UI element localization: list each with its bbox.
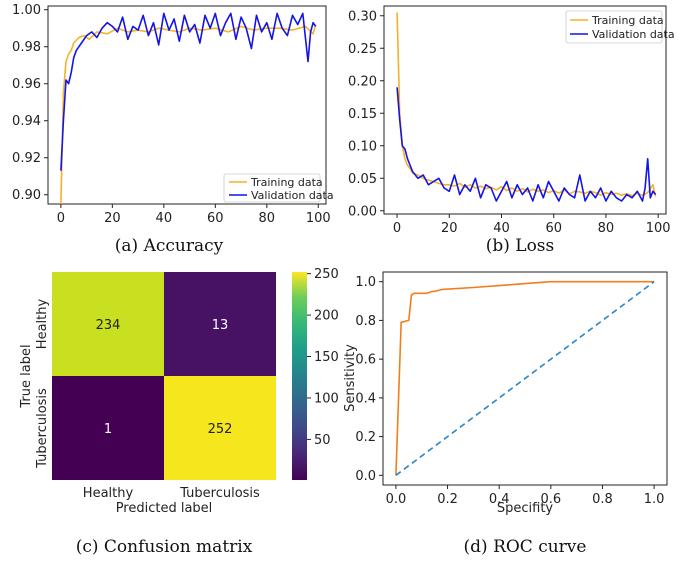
confusion-colorbar [292, 272, 307, 480]
accuracy-ytick-label: 0.96 [12, 77, 41, 92]
loss-xtick-label: 40 [493, 221, 510, 236]
accuracy-ytick-label: 0.90 [12, 188, 41, 203]
accuracy-x-ticks: 0 20 40 60 80 100 [57, 204, 331, 226]
confusion-value-11: 252 [208, 422, 233, 437]
confusion-cell-healthy-healthy [52, 272, 164, 376]
confusion-caption: (c) Confusion matrix [76, 537, 253, 557]
accuracy-plot-frame [47, 5, 327, 205]
loss-xtick-label: 0 [393, 221, 401, 236]
loss-series-1-line [396, 87, 657, 202]
confusion-colorbar-ticks: 50 100 150 200 250 [307, 267, 339, 448]
confusion-value-00: 234 [96, 318, 121, 333]
loss-y-ticks: 0.00 0.05 0.10 0.15 0.20 0.25 0.30 [348, 9, 384, 219]
loss-xtick-label: 100 [646, 221, 671, 236]
roc-ytick-label: 0.2 [355, 430, 376, 445]
confusion-value-01: 13 [212, 318, 229, 333]
colorbar-tick-label: 150 [314, 350, 339, 365]
roc-series-1-line [395, 281, 655, 476]
loss-panel: 0.00 0.05 0.10 0.15 0.20 0.25 0.30 0 20 40 60 80 10… [348, 5, 675, 256]
roc-y-ticks: 0.0 0.2 0.4 0.6 0.8 1.0 [355, 275, 383, 484]
loss-x-ticks: 0 20 40 60 80 100 [393, 214, 671, 236]
roc-xtick-label: 0.2 [437, 492, 458, 507]
accuracy-xtick-label: 40 [156, 211, 173, 226]
accuracy-series-1-line [60, 12, 317, 171]
accuracy-panel: 0.90 0.92 0.94 0.96 0.98 1.00 0 20 40 60 80 100 Tr… [12, 3, 334, 256]
loss-ytick-label: 0.00 [348, 204, 377, 219]
loss-caption: (b) Loss [486, 236, 555, 256]
loss-plot-frame [383, 5, 667, 215]
confusion-y-axis-label: True label [19, 344, 34, 408]
roc-x-ticks: 0.0 0.2 0.4 0.6 0.8 1.0 [386, 485, 665, 507]
colorbar-tick-label: 50 [314, 433, 331, 448]
confusion-col-label-healthy: Healthy [83, 486, 134, 501]
colorbar-tick-label: 250 [314, 267, 339, 282]
roc-ytick-label: 1.0 [355, 275, 376, 290]
loss-ytick-label: 0.25 [348, 42, 377, 57]
roc-y-axis-label: Sensitivity [343, 344, 358, 412]
loss-ytick-label: 0.10 [348, 139, 377, 154]
accuracy-legend-validation: Validation data [251, 189, 334, 202]
confusion-panel: 234 13 1 252 Healthy Tuberculosis True l… [19, 267, 339, 557]
roc-ytick-label: 0.8 [355, 314, 376, 329]
roc-plot-frame [382, 271, 668, 486]
confusion-cell-healthy-tuberculosis [164, 272, 276, 376]
roc-ytick-label: 0.4 [355, 391, 376, 406]
accuracy-caption: (a) Accuracy [115, 236, 224, 256]
accuracy-ytick-label: 1.00 [12, 3, 41, 18]
accuracy-xtick-label: 80 [259, 211, 276, 226]
loss-xtick-label: 80 [598, 221, 615, 236]
accuracy-legend-box [223, 173, 321, 203]
roc-ytick-label: 0.6 [355, 353, 376, 368]
roc-x-axis-label: Specifity [497, 501, 554, 516]
confusion-col-label-tuberculosis: Tuberculosis [179, 486, 260, 501]
confusion-cell-tuberculosis-healthy [52, 376, 164, 480]
loss-lines [396, 12, 657, 202]
loss-xtick-label: 60 [545, 221, 562, 236]
roc-lines [395, 280, 655, 476]
accuracy-legend-training: Training data [250, 176, 323, 189]
roc-ytick-label: 0.0 [355, 469, 376, 484]
accuracy-ytick-label: 0.92 [12, 151, 41, 166]
accuracy-xtick-label: 100 [306, 211, 331, 226]
accuracy-xtick-label: 20 [104, 211, 121, 226]
accuracy-xtick-label: 60 [207, 211, 224, 226]
loss-legend-validation: Validation data [592, 28, 675, 41]
colorbar-tick-label: 200 [314, 309, 339, 324]
confusion-row-label-healthy: Healthy [35, 299, 50, 350]
roc-xtick-label: 0.8 [592, 492, 613, 507]
loss-ytick-label: 0.30 [348, 9, 377, 24]
accuracy-ytick-label: 0.94 [12, 114, 41, 129]
loss-ytick-label: 0.15 [348, 107, 377, 122]
roc-xtick-label: 0.6 [540, 492, 561, 507]
accuracy-legend: Training data Validation data [223, 173, 334, 203]
loss-legend: Training data Validation data [565, 10, 675, 44]
roc-xtick-label: 0.4 [489, 492, 510, 507]
loss-legend-training: Training data [591, 14, 664, 27]
accuracy-lines [60, 12, 317, 205]
roc-panel: 0.0 0.2 0.4 0.6 0.8 1.0 0.0 0.2 0.4 0.6 0.8 1.0 Sp… [343, 271, 668, 557]
confusion-cell-tuberculosis-tuberculosis [164, 376, 276, 480]
roc-xtick-label: 1.0 [644, 492, 665, 507]
accuracy-y-ticks: 0.90 0.92 0.94 0.96 0.98 1.00 [12, 3, 48, 203]
accuracy-xtick-label: 0 [57, 211, 65, 226]
roc-caption: (d) ROC curve [464, 537, 587, 557]
roc-xtick-label: 0.0 [386, 492, 407, 507]
confusion-x-axis-label: Predicted label [116, 501, 213, 516]
loss-legend-box [565, 10, 663, 44]
roc-series-0-line [395, 280, 655, 476]
confusion-row-label-tuberculosis: Tuberculosis [35, 388, 50, 469]
accuracy-ytick-label: 0.98 [12, 40, 41, 55]
confusion-value-10: 1 [104, 422, 112, 437]
loss-xtick-label: 20 [441, 221, 458, 236]
colorbar-tick-label: 100 [314, 391, 339, 406]
loss-ytick-label: 0.05 [348, 172, 377, 187]
loss-ytick-label: 0.20 [348, 74, 377, 89]
